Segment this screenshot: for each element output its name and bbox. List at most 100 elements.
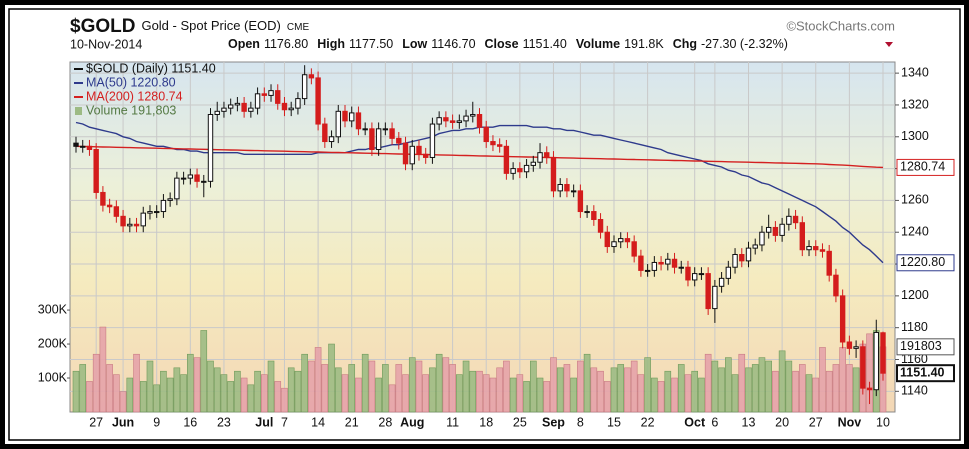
candle-body xyxy=(409,145,415,165)
candle-body xyxy=(813,246,819,251)
volume-bar xyxy=(496,367,503,413)
volume-bar xyxy=(476,370,483,413)
x-tick-label: 6 xyxy=(711,415,718,429)
candle-body xyxy=(631,241,637,257)
candle-body xyxy=(254,93,261,109)
volume-bar xyxy=(812,377,820,413)
volume-bar xyxy=(597,370,604,413)
volume-bar xyxy=(758,357,766,413)
date: 10-Nov-2014 xyxy=(70,37,142,51)
volume-bar xyxy=(698,377,705,413)
candle-body xyxy=(570,190,577,193)
volume-bar xyxy=(516,374,524,413)
volume-bar xyxy=(79,364,87,413)
volume-bar xyxy=(442,357,450,413)
volume-bar xyxy=(772,370,779,413)
candle-body xyxy=(853,346,859,349)
candle-body xyxy=(846,341,853,349)
x-tick-label: 16 xyxy=(183,415,197,429)
candle-body xyxy=(456,120,463,123)
stat-label: Low xyxy=(402,37,427,51)
candle-body xyxy=(523,164,530,173)
candle-body xyxy=(342,110,348,122)
volume-bar xyxy=(126,377,134,413)
volume-bar xyxy=(785,360,793,413)
exchange: CME xyxy=(287,22,310,33)
legend-label: Volume 191,803 xyxy=(86,103,176,117)
candle-body xyxy=(496,144,503,147)
x-tick-label: 18 xyxy=(479,415,493,429)
volume-bar xyxy=(462,360,470,413)
candle-body xyxy=(799,222,805,251)
x-tick-label: Aug xyxy=(400,415,424,429)
candle-body xyxy=(261,93,268,96)
stats: Open 1176.80 High 1177.50 Low 1146.70 Close 115… xyxy=(228,37,788,51)
volume-bar xyxy=(624,367,631,413)
volume-bar xyxy=(523,381,530,413)
value-tag xyxy=(896,364,955,383)
volume-bar xyxy=(361,353,369,413)
volume-bar xyxy=(509,377,517,413)
value-tag xyxy=(896,158,955,176)
candle-body xyxy=(362,128,368,131)
volume-bar xyxy=(207,360,214,413)
candle-body xyxy=(86,145,93,150)
y2-tick-label: 100K xyxy=(38,370,68,384)
candle-body xyxy=(792,215,799,224)
x-tick-label: Sep xyxy=(542,415,565,429)
candle-body xyxy=(752,244,758,249)
volume-bar xyxy=(469,370,477,413)
y-tick-label: 1300 xyxy=(901,129,929,143)
candle-body xyxy=(174,177,180,200)
candle-body xyxy=(443,117,449,122)
volume-bar xyxy=(543,381,551,413)
volume-bar xyxy=(187,353,194,413)
candle-body xyxy=(490,141,496,146)
y-tick-label: 1200 xyxy=(901,288,929,302)
candle-body xyxy=(140,212,146,227)
candle-body xyxy=(786,215,792,225)
volume-bar xyxy=(213,367,221,413)
chart-title: $GOLD xyxy=(70,16,135,37)
stat-label: Open xyxy=(228,37,260,51)
candle-body xyxy=(73,142,79,147)
candle-body xyxy=(295,98,301,109)
volume-bar xyxy=(408,357,416,413)
volume-bar xyxy=(852,367,860,413)
volume-bar xyxy=(778,350,786,413)
candle-body xyxy=(866,387,873,391)
candle-body xyxy=(510,168,516,174)
volume-bar xyxy=(684,374,692,413)
candle-body xyxy=(745,247,752,262)
candle-body xyxy=(187,174,194,179)
volume-bar xyxy=(153,384,160,413)
candle-body xyxy=(624,238,631,243)
candle-body xyxy=(725,266,732,279)
volume-bar xyxy=(751,364,759,413)
stat-value: -27.30 (-2.32%) xyxy=(701,37,788,51)
volume-bar xyxy=(234,370,241,413)
x-tick-label: 23 xyxy=(217,415,231,429)
candle-body xyxy=(712,285,718,310)
x-tick-label: Jun xyxy=(112,415,134,429)
candle-body xyxy=(577,190,584,213)
candle-body xyxy=(100,191,106,206)
volume-bar xyxy=(294,370,302,413)
x-tick-label: 13 xyxy=(742,415,756,429)
candle-body xyxy=(591,211,597,221)
candle-body xyxy=(671,258,678,268)
volume-bar xyxy=(388,384,396,413)
volume-bar xyxy=(617,364,625,413)
volume-bar xyxy=(301,353,308,413)
x-tick-label: 9 xyxy=(153,415,160,429)
volume-bar xyxy=(570,377,577,413)
legend-label: MA(200) 1280.74 xyxy=(86,89,183,103)
stat-value: 191.8K xyxy=(624,37,664,51)
x-tick-label: 15 xyxy=(607,415,621,429)
plot xyxy=(70,62,895,413)
candle-body xyxy=(644,269,651,272)
volume-bar xyxy=(220,374,228,413)
volume-bar xyxy=(644,357,651,413)
volume-bar xyxy=(651,377,658,413)
value-tag-label: 191803 xyxy=(900,339,942,353)
